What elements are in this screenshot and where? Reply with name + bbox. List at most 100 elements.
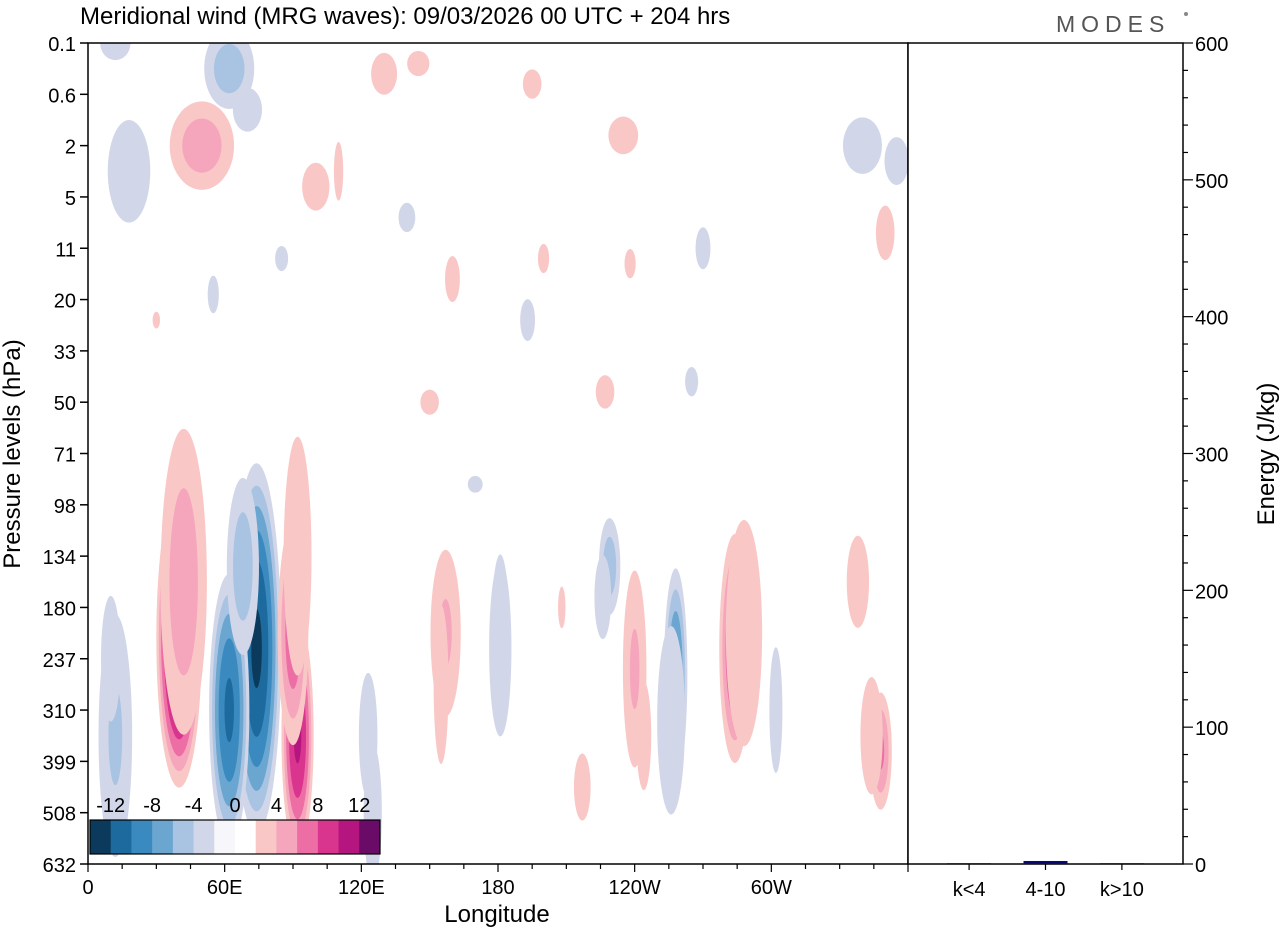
energy-tick-label: 600 bbox=[1195, 34, 1228, 56]
contour-band bbox=[207, 275, 219, 314]
y-axis-title: Pressure levels (hPa) bbox=[0, 339, 26, 568]
contour-blob bbox=[594, 555, 612, 640]
colorbar-label: -4 bbox=[185, 795, 203, 817]
contour-band bbox=[433, 604, 449, 765]
energy-category-label: k>10 bbox=[1100, 879, 1144, 901]
x-axis-title: Longitude bbox=[444, 901, 549, 928]
colorbar-swatch bbox=[131, 820, 153, 854]
y-tick-label: 33 bbox=[54, 342, 76, 364]
y-tick-label: 2 bbox=[65, 137, 76, 159]
contour-blob bbox=[860, 677, 883, 795]
y-tick-label: 0.6 bbox=[48, 85, 76, 107]
contour-blob bbox=[595, 375, 615, 409]
contour-band bbox=[233, 512, 253, 621]
contour-blob bbox=[420, 389, 439, 415]
contour-band bbox=[769, 647, 783, 773]
contour-band bbox=[573, 753, 591, 821]
contour-band bbox=[657, 626, 686, 815]
contour-band bbox=[232, 87, 263, 132]
contour-blob bbox=[207, 275, 219, 314]
contour-band bbox=[629, 628, 640, 710]
contour-blob bbox=[100, 43, 131, 61]
contour-blob bbox=[725, 519, 763, 747]
contour-blob bbox=[558, 586, 566, 629]
energy-tick-label: 0 bbox=[1195, 855, 1206, 877]
logo-registered-mark bbox=[1184, 12, 1188, 16]
contour-blob bbox=[226, 477, 259, 655]
contour-band bbox=[213, 44, 245, 94]
chart-title: Meridional wind (MRG waves): 09/03/2026 … bbox=[80, 3, 730, 30]
contour-blob bbox=[445, 255, 460, 303]
contour-blob bbox=[573, 753, 591, 821]
y-tick-label: 508 bbox=[43, 804, 76, 826]
longitude-axis: 0 60E 120E 180 120W 60W bbox=[82, 864, 909, 899]
contour-blob bbox=[489, 560, 512, 737]
wind-contour-field bbox=[98, 43, 908, 864]
contour-blob bbox=[283, 436, 312, 676]
contour-band bbox=[522, 69, 542, 99]
contour-blob bbox=[636, 681, 652, 791]
contour-band bbox=[558, 586, 566, 629]
contour-blob bbox=[107, 119, 151, 223]
contour-band bbox=[842, 117, 882, 174]
contour-band bbox=[333, 141, 344, 201]
energy-tick-label: 100 bbox=[1195, 718, 1228, 740]
contour-blob bbox=[169, 101, 235, 190]
y-tick-label: 71 bbox=[54, 445, 76, 467]
contour-blob bbox=[358, 672, 378, 799]
colorbar-frame bbox=[89, 819, 381, 855]
contour-band bbox=[445, 255, 460, 303]
x-tick-label: 0 bbox=[82, 877, 93, 899]
x-tick-label: 60E bbox=[207, 877, 243, 899]
contour-band bbox=[520, 299, 536, 342]
contour-band bbox=[624, 248, 636, 279]
contour-blob bbox=[657, 626, 686, 815]
contour-band bbox=[467, 475, 483, 493]
contour-blob bbox=[152, 311, 161, 329]
contour-blob bbox=[875, 205, 895, 261]
energy-tick-label: 500 bbox=[1195, 171, 1228, 193]
energy-axis-title: Energy (J/kg) bbox=[1253, 383, 1280, 526]
contour-band bbox=[182, 118, 222, 173]
x-tick-label: 120W bbox=[609, 877, 661, 899]
contour-band bbox=[283, 436, 312, 676]
contour-band bbox=[107, 119, 151, 223]
energy-category-label: 4-10 bbox=[1025, 879, 1065, 901]
energy-tick-label: 400 bbox=[1195, 308, 1228, 330]
y-tick-label: 50 bbox=[54, 393, 76, 415]
y-tick-label: 399 bbox=[43, 752, 76, 774]
y-tick-label: 11 bbox=[55, 239, 76, 261]
contour-blob bbox=[302, 162, 330, 211]
contour-band bbox=[636, 681, 652, 791]
contour-band bbox=[537, 243, 550, 274]
colorbar-label: 0 bbox=[229, 795, 240, 817]
colorbar-swatch bbox=[317, 820, 340, 854]
contour-band bbox=[725, 519, 763, 747]
contour-blob bbox=[232, 87, 263, 132]
contour-blob bbox=[608, 116, 639, 155]
contour-blob bbox=[398, 202, 416, 233]
contour-band bbox=[169, 488, 198, 676]
contour-band bbox=[398, 202, 416, 233]
colorbar-swatch bbox=[297, 820, 319, 854]
contour-blob bbox=[769, 647, 783, 773]
contour-blob bbox=[884, 137, 908, 185]
contour-band bbox=[875, 205, 895, 261]
contour-band bbox=[695, 227, 711, 270]
contour-band bbox=[302, 162, 330, 211]
contour-band bbox=[420, 389, 439, 415]
contour-band bbox=[846, 535, 870, 628]
contour-blob bbox=[467, 475, 483, 493]
contour-band bbox=[595, 375, 615, 409]
colorbar-swatch bbox=[255, 820, 277, 854]
contour-blob bbox=[685, 366, 699, 397]
contour-blob bbox=[433, 604, 449, 765]
colorbar-swatch bbox=[214, 820, 236, 854]
y-tick-label: 5 bbox=[65, 188, 76, 210]
modes-logo: MODES bbox=[1056, 11, 1170, 37]
colorbar-swatch bbox=[152, 820, 174, 854]
contour-blob bbox=[160, 428, 207, 735]
contour-band bbox=[489, 560, 512, 737]
contour-blob bbox=[842, 117, 882, 174]
